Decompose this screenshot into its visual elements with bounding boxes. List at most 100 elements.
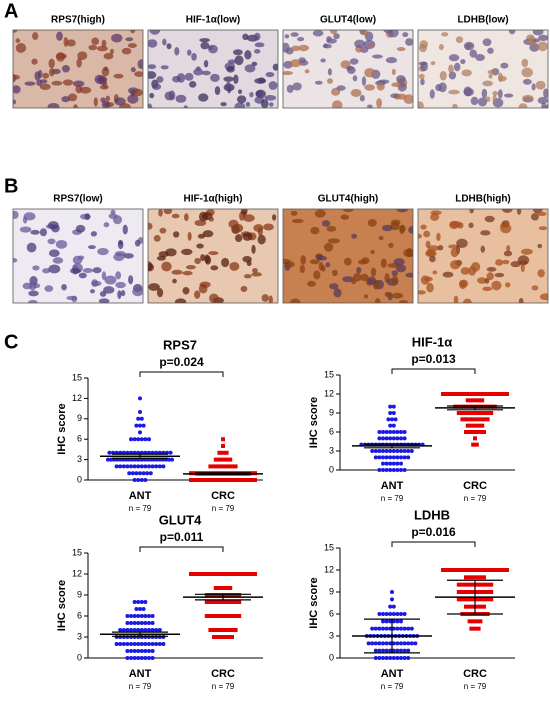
data-point	[143, 628, 148, 632]
nucleus	[249, 91, 254, 98]
nucleus	[405, 38, 413, 46]
nucleus	[93, 97, 98, 107]
data-point	[489, 568, 494, 572]
data-point	[482, 604, 486, 609]
data-point	[482, 590, 486, 594]
data-point	[129, 614, 133, 618]
data-point	[471, 417, 476, 422]
data-point	[132, 464, 137, 469]
nucleus	[162, 38, 167, 46]
nucleus	[123, 253, 134, 259]
data-point	[485, 590, 490, 594]
data-point	[395, 619, 400, 624]
nucleus	[99, 84, 109, 90]
data-point	[161, 464, 166, 469]
data-point	[460, 597, 465, 602]
data-point	[505, 392, 509, 396]
nucleus	[226, 66, 235, 73]
nucleus	[244, 50, 252, 60]
nucleus	[254, 42, 265, 48]
nucleus	[531, 83, 536, 91]
data-point	[384, 612, 389, 616]
nucleus	[233, 74, 239, 85]
data-point	[132, 649, 137, 653]
nucleus	[530, 213, 539, 221]
panel-label: A	[4, 0, 18, 22]
data-point	[388, 449, 393, 453]
nucleus	[92, 267, 102, 274]
data-point	[125, 628, 130, 632]
nucleus	[368, 43, 373, 48]
data-point	[388, 455, 393, 460]
nucleus	[342, 276, 354, 283]
nucleus	[477, 97, 488, 107]
data-point	[139, 478, 144, 482]
nucleus	[372, 54, 383, 59]
nucleus	[352, 75, 358, 82]
nucleus	[418, 290, 426, 295]
y-tick-label: 9	[329, 407, 334, 417]
data-point	[219, 600, 224, 604]
data-point	[402, 455, 407, 460]
nucleus	[243, 274, 252, 279]
y-axis-label: IHC score	[56, 403, 68, 454]
nucleus	[502, 259, 510, 265]
data-point	[139, 628, 144, 632]
nucleus	[381, 224, 393, 232]
nucleus	[399, 300, 408, 303]
image-title: LDHB(low)	[457, 15, 508, 26]
nucleus	[101, 67, 110, 77]
nucleus	[325, 262, 331, 268]
data-point	[384, 626, 389, 631]
micrograph-content	[13, 30, 143, 108]
micrograph-content	[418, 30, 548, 108]
data-point	[476, 392, 481, 396]
image-border	[12, 29, 144, 109]
image-title: HIF-1α(low)	[186, 15, 240, 26]
nucleus	[494, 272, 505, 278]
nucleus	[133, 88, 143, 97]
x-tick-label: CRC	[211, 490, 235, 502]
data-point	[487, 392, 492, 396]
nucleus	[159, 227, 167, 234]
data-point	[139, 621, 144, 625]
data-point	[147, 635, 151, 639]
data-point	[473, 398, 477, 403]
data-point	[215, 600, 220, 604]
data-point	[391, 626, 396, 631]
data-point	[464, 582, 468, 587]
nucleus	[251, 272, 263, 277]
data-point	[460, 582, 465, 587]
nucleus	[531, 285, 539, 291]
nucleus	[260, 99, 269, 108]
data-point	[215, 628, 220, 632]
data-point	[406, 656, 411, 660]
nucleus	[533, 38, 540, 43]
nucleus	[103, 52, 114, 60]
data-point	[395, 626, 400, 631]
nucleus	[84, 213, 91, 220]
data-point	[384, 468, 389, 472]
panel-label: B	[4, 175, 18, 197]
data-point	[150, 635, 155, 639]
data-point	[471, 442, 476, 447]
data-point	[377, 648, 382, 653]
nucleus	[113, 73, 124, 79]
data-point	[502, 392, 507, 396]
data-point	[381, 461, 385, 466]
data-point	[483, 568, 488, 572]
nucleus	[253, 224, 264, 232]
data-point	[474, 619, 479, 624]
nucleus	[498, 72, 503, 83]
data-point	[143, 656, 148, 660]
data-point	[226, 593, 231, 597]
image-border	[417, 29, 549, 109]
data-point	[157, 628, 162, 632]
nucleus	[453, 295, 459, 303]
nucleus	[367, 218, 377, 227]
data-point	[452, 392, 457, 396]
data-point	[197, 572, 202, 576]
data-point	[208, 600, 213, 604]
data-point	[114, 642, 119, 646]
nucleus	[69, 267, 81, 274]
